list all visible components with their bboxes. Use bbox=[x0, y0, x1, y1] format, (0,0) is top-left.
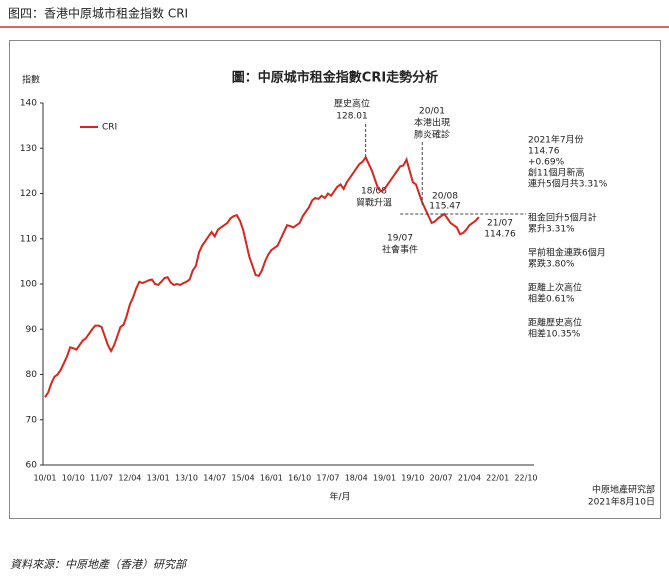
source: 資料來源：中原地產（香港）研究部 bbox=[10, 558, 188, 571]
annotation: 114.76 bbox=[484, 230, 516, 240]
legend-label: CRI bbox=[102, 123, 117, 133]
note: 早前租金連跌6個月 bbox=[528, 247, 606, 259]
annotation: 115.47 bbox=[429, 202, 461, 212]
footer: 2021年8月10日 bbox=[588, 496, 655, 508]
note: 距離歷史高位 bbox=[528, 317, 582, 329]
note: 114.76 bbox=[528, 147, 560, 157]
footer: 中原地產研究部 bbox=[592, 484, 655, 496]
x-tick-label: 12/04 bbox=[118, 474, 141, 483]
annotation: 歷史高位 bbox=[334, 98, 370, 110]
x-tick-label: 19/01 bbox=[373, 474, 396, 483]
x-tick-label: 10/01 bbox=[33, 474, 56, 483]
annotation: 19/07 bbox=[387, 234, 413, 244]
y-tick-label: 70 bbox=[26, 415, 38, 425]
y-tick-label: 120 bbox=[20, 189, 37, 199]
chart-frame bbox=[9, 40, 661, 519]
x-tick-label: 16/10 bbox=[288, 474, 311, 483]
x-tick-label: 13/01 bbox=[147, 474, 170, 483]
x-tick-label: 21/04 bbox=[458, 474, 481, 483]
annotation: 128.01 bbox=[336, 112, 368, 122]
y-axis-label: 指數 bbox=[22, 74, 40, 86]
y-tick-label: 80 bbox=[26, 370, 38, 380]
x-tick-label: 17/07 bbox=[316, 474, 339, 483]
x-tick-label: 22/01 bbox=[486, 474, 509, 483]
y-tick-label: 60 bbox=[26, 461, 38, 471]
x-tick-label: 16/01 bbox=[260, 474, 283, 483]
x-tick-label: 13/10 bbox=[175, 474, 198, 483]
annotation: 20/01 bbox=[419, 107, 445, 117]
annotation: 本港出現 bbox=[414, 117, 450, 129]
x-tick-label: 22/10 bbox=[514, 474, 537, 483]
x-tick-label: 20/07 bbox=[430, 474, 453, 483]
annotation: 貿戰升溫 bbox=[356, 197, 392, 209]
x-tick-label: 18/04 bbox=[345, 474, 368, 483]
y-tick-label: 90 bbox=[26, 325, 38, 335]
annotation: 18/08 bbox=[361, 187, 387, 197]
x-tick-label: 19/10 bbox=[401, 474, 424, 483]
annotation: 肺炎確診 bbox=[414, 129, 450, 141]
x-tick-label: 10/10 bbox=[62, 474, 85, 483]
y-tick-label: 130 bbox=[20, 144, 37, 154]
x-tick-label: 11/07 bbox=[90, 474, 113, 483]
annotation: 20/08 bbox=[432, 192, 458, 202]
note: 相差0.61% bbox=[528, 293, 575, 305]
note: 累升3.31% bbox=[528, 224, 575, 235]
y-tick-label: 110 bbox=[20, 234, 37, 244]
note: +0.69% bbox=[528, 158, 565, 168]
line-series bbox=[44, 155, 480, 398]
y-tick-label: 100 bbox=[20, 280, 37, 290]
chart-title: 圖：中原城市租金指數CRI走勢分析 bbox=[232, 70, 438, 86]
note: 創11個月新高 bbox=[528, 167, 584, 179]
annotation: 社會事件 bbox=[382, 244, 418, 256]
annotation: 21/07 bbox=[487, 219, 513, 229]
page-title: 图四：香港中原城市租金指数 CRI bbox=[8, 6, 188, 21]
note: 租金回升5個月計 bbox=[528, 212, 597, 224]
y-tick-label: 140 bbox=[20, 99, 37, 109]
note: 2021年7月份 bbox=[528, 134, 584, 146]
x-axis-label: 年/月 bbox=[329, 491, 350, 503]
x-tick-label: 15/04 bbox=[232, 474, 255, 483]
note: 距離上次高位 bbox=[528, 282, 582, 294]
x-tick-label: 14/07 bbox=[203, 474, 226, 483]
note: 累跌3.80% bbox=[528, 259, 575, 270]
note: 相差10.35% bbox=[528, 328, 581, 340]
note: 連升5個月共3.31% bbox=[528, 178, 608, 190]
